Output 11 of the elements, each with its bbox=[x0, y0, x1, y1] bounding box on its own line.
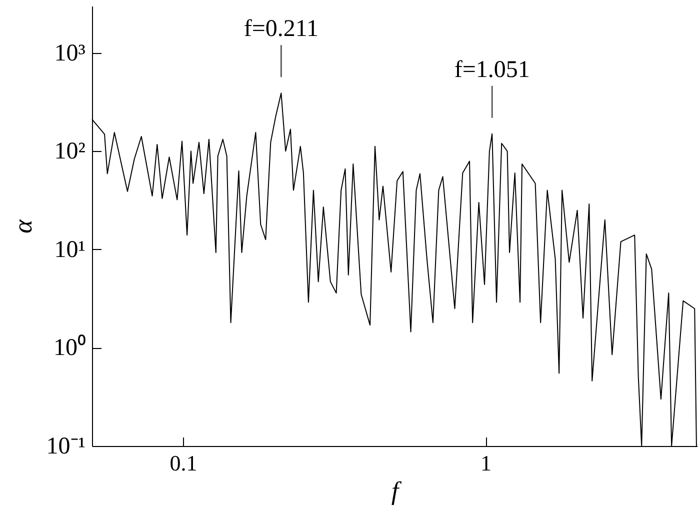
y-tick-label: 10¹ bbox=[54, 236, 86, 263]
y-axis-title: α bbox=[8, 218, 38, 234]
y-tick-label: 10⁻¹ bbox=[46, 434, 86, 460]
y-tick-label: 10³ bbox=[54, 40, 86, 66]
y-tick-label: 10² bbox=[54, 138, 86, 165]
x-axis-title: f bbox=[391, 476, 402, 506]
x-tick-label: 1 bbox=[480, 450, 492, 476]
y-tick-label: 10⁰ bbox=[54, 334, 86, 362]
x-tick-label: 0.1 bbox=[170, 450, 198, 476]
annotation: f=1.051 bbox=[454, 56, 530, 83]
annotation: f=0.211 bbox=[244, 16, 318, 42]
